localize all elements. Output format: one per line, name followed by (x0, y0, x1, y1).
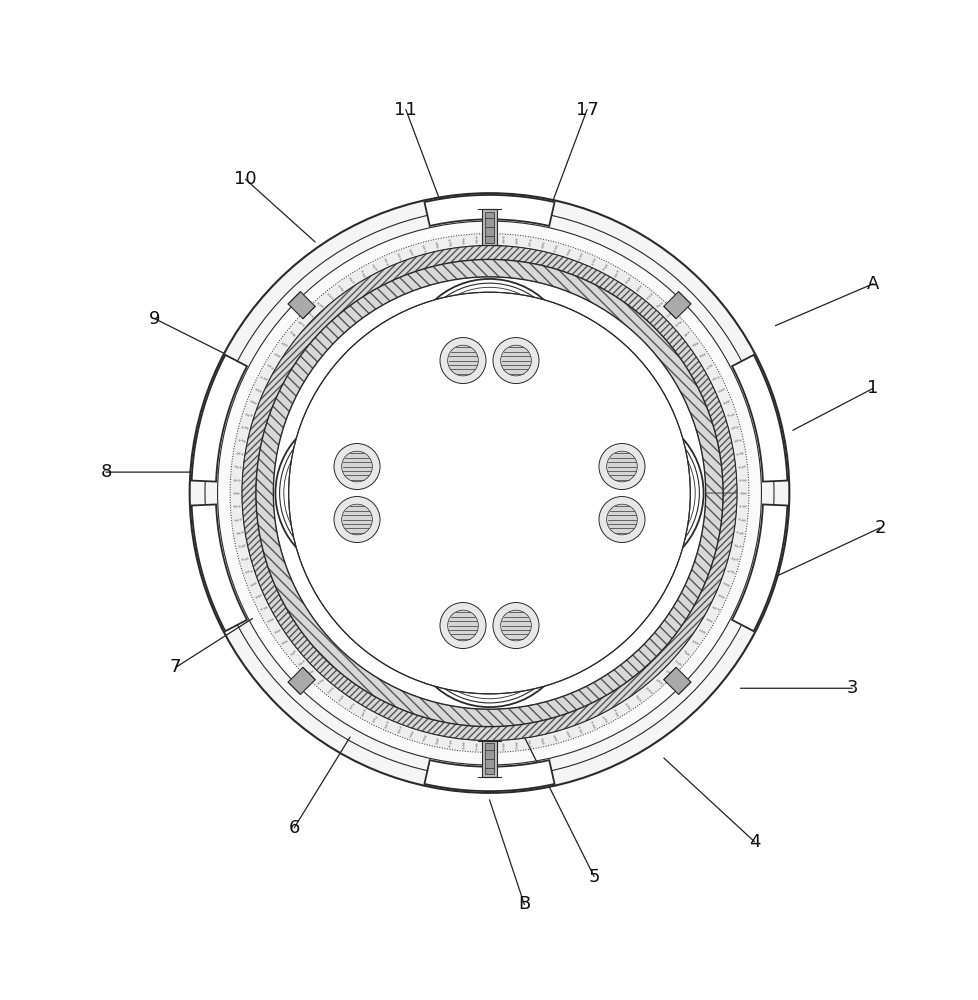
Polygon shape (484, 743, 494, 774)
Circle shape (592, 437, 650, 496)
Text: +: + (518, 443, 525, 452)
Text: 4: 4 (748, 833, 760, 851)
Text: +: + (386, 625, 393, 634)
Polygon shape (663, 667, 690, 694)
Text: 3: 3 (846, 679, 857, 697)
Text: 11: 11 (394, 101, 417, 119)
Text: +: + (453, 534, 460, 543)
Text: +: + (440, 456, 448, 465)
Text: +: + (370, 648, 377, 657)
Text: +: + (370, 329, 377, 338)
Circle shape (439, 603, 485, 649)
Circle shape (275, 411, 438, 575)
Text: +: + (403, 602, 410, 611)
Text: 1: 1 (867, 379, 878, 397)
Polygon shape (424, 760, 554, 791)
Circle shape (333, 497, 379, 543)
Circle shape (463, 467, 515, 520)
Circle shape (599, 444, 645, 490)
Polygon shape (732, 355, 786, 482)
Text: +: + (518, 534, 525, 543)
Circle shape (408, 279, 570, 442)
Polygon shape (484, 212, 494, 243)
Circle shape (486, 596, 545, 655)
Circle shape (486, 331, 545, 390)
Text: 7: 7 (170, 658, 181, 676)
Circle shape (328, 490, 386, 549)
Circle shape (341, 451, 372, 482)
Text: +: + (530, 456, 538, 465)
Text: 6: 6 (289, 819, 299, 837)
Polygon shape (288, 667, 315, 694)
Text: +: + (568, 602, 575, 611)
Text: +: + (599, 571, 606, 580)
Circle shape (408, 544, 570, 707)
Text: 5: 5 (588, 868, 600, 886)
Text: 2: 2 (873, 519, 885, 537)
Text: +: + (326, 373, 333, 382)
Text: +: + (348, 389, 356, 398)
Text: +: + (568, 375, 575, 384)
Circle shape (341, 504, 372, 535)
Text: 10: 10 (234, 170, 256, 188)
Polygon shape (288, 292, 315, 319)
Polygon shape (192, 355, 246, 482)
Circle shape (599, 497, 645, 543)
Circle shape (447, 345, 478, 376)
Text: +: + (403, 375, 410, 384)
Circle shape (333, 444, 379, 490)
Text: +: + (622, 389, 630, 398)
Circle shape (447, 610, 478, 641)
Text: +: + (372, 571, 379, 580)
Polygon shape (732, 504, 786, 631)
Circle shape (433, 331, 492, 390)
Circle shape (592, 490, 650, 549)
Text: 9: 9 (149, 310, 160, 328)
Circle shape (493, 603, 539, 649)
Polygon shape (242, 245, 736, 741)
Text: +: + (372, 406, 379, 415)
Text: 8: 8 (100, 463, 111, 481)
Polygon shape (663, 292, 690, 319)
Text: +: + (622, 588, 630, 597)
Text: +: + (585, 352, 592, 361)
Text: +: + (530, 521, 538, 530)
Circle shape (500, 345, 531, 376)
Polygon shape (230, 234, 748, 752)
Polygon shape (481, 741, 497, 777)
Circle shape (328, 437, 386, 496)
Polygon shape (481, 209, 497, 245)
Text: +: + (348, 588, 356, 597)
Polygon shape (190, 193, 788, 793)
Circle shape (433, 596, 492, 655)
Text: A: A (866, 275, 878, 293)
Polygon shape (217, 221, 761, 765)
Text: +: + (453, 443, 460, 452)
Circle shape (449, 453, 529, 533)
Text: +: + (599, 406, 606, 415)
Circle shape (439, 338, 485, 384)
Circle shape (500, 610, 531, 641)
Circle shape (289, 292, 689, 694)
Circle shape (190, 193, 788, 793)
Text: B: B (517, 895, 530, 913)
Polygon shape (192, 504, 246, 631)
Text: 17: 17 (575, 101, 598, 119)
Polygon shape (255, 259, 723, 727)
Circle shape (493, 338, 539, 384)
Polygon shape (424, 195, 554, 226)
Circle shape (606, 451, 637, 482)
Text: +: + (386, 352, 393, 361)
Text: +: + (585, 625, 592, 634)
Circle shape (540, 411, 703, 575)
Circle shape (606, 504, 637, 535)
Text: +: + (440, 521, 448, 530)
